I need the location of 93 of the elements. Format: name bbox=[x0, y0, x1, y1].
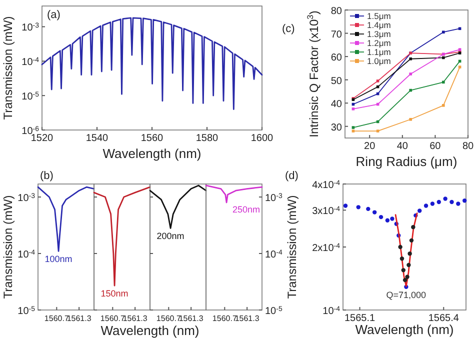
point bbox=[409, 118, 412, 121]
x-tick-label: 40 bbox=[396, 141, 408, 152]
annotation: 150nm bbox=[100, 288, 128, 299]
point bbox=[376, 80, 380, 82]
point bbox=[366, 206, 370, 212]
point bbox=[458, 27, 462, 30]
legend-label: 1.0μm bbox=[367, 56, 391, 66]
y2-tick-label: 10$^{-4}$ bbox=[265, 249, 282, 261]
point bbox=[450, 200, 454, 204]
legend-label: 1.2μm bbox=[367, 38, 391, 48]
annotation: 250nm bbox=[232, 204, 260, 214]
y-tick-label: 60 bbox=[330, 52, 342, 64]
x-tick-label: 1565.4 bbox=[428, 313, 460, 324]
y-tick-label: 10$^{-3}$ bbox=[18, 192, 36, 204]
point bbox=[442, 104, 445, 107]
y-tick-label: 10$^{-4}$ bbox=[22, 56, 40, 68]
point bbox=[409, 88, 412, 92]
legend-label: 1.3μm bbox=[367, 29, 391, 39]
y-tick-label: 40 bbox=[330, 99, 342, 110]
point bbox=[400, 256, 404, 261]
point bbox=[458, 66, 462, 68]
x-tick-label: 1580 bbox=[196, 133, 219, 144]
annotation: Q=71,000 bbox=[386, 290, 426, 300]
x-tick-label: 20 bbox=[364, 141, 376, 152]
annotation: 100nm bbox=[44, 254, 72, 264]
x-axis-title: Wavelength (nm) bbox=[355, 322, 454, 337]
chart-title: (a) bbox=[47, 9, 60, 21]
y-axis-title: Transmission (mW) bbox=[1, 195, 15, 299]
point bbox=[385, 218, 390, 222]
point bbox=[352, 108, 355, 110]
y-tick-label: 3x10$^{-4}$ bbox=[312, 206, 340, 218]
x-tick-label: 80 bbox=[462, 141, 474, 152]
y-axis-title: Transmission (mW) bbox=[285, 195, 299, 299]
point bbox=[378, 214, 384, 220]
line-series bbox=[37, 186, 95, 252]
x-tick-label: 1560 bbox=[140, 133, 164, 144]
point bbox=[411, 224, 416, 230]
point bbox=[343, 204, 348, 208]
x-tick-label: 1600 bbox=[250, 133, 274, 144]
point bbox=[443, 196, 448, 201]
chart-title: (d) bbox=[285, 170, 298, 182]
y-axis-title: Transmission (mW) bbox=[1, 16, 15, 120]
y-tick-label: 70 bbox=[330, 29, 342, 40]
point bbox=[462, 198, 467, 203]
point bbox=[398, 244, 402, 250]
x-tick-label: 1565.1 bbox=[344, 313, 376, 324]
y-tick-label: 10$^{-5}$ bbox=[18, 306, 36, 317]
x-axis-title: Wavelength (nm) bbox=[102, 146, 202, 161]
y-tick-label: 10$^{-3}$ bbox=[22, 22, 40, 34]
legend-label: 1.4μm bbox=[367, 20, 391, 30]
point bbox=[352, 126, 355, 129]
point bbox=[436, 200, 441, 204]
legend-label: 1.1μm bbox=[367, 47, 391, 57]
point bbox=[417, 208, 422, 213]
line-series bbox=[352, 48, 462, 110]
y-tick-label: 30 bbox=[330, 122, 342, 134]
point bbox=[424, 204, 428, 208]
point bbox=[442, 56, 445, 60]
y-tick-label: 4x10$^{-4}$ bbox=[312, 180, 340, 191]
y2-tick-label: 10$^{-5}$ bbox=[265, 306, 282, 317]
point bbox=[406, 262, 411, 268]
point bbox=[458, 48, 462, 51]
y-tick-label: 10$^{-4}$ bbox=[18, 249, 36, 261]
point bbox=[456, 202, 460, 206]
x-axis-title: Ring Radius (μm) bbox=[356, 154, 458, 169]
point bbox=[402, 278, 408, 282]
point bbox=[405, 274, 410, 279]
y-tick-label: 80 bbox=[330, 6, 342, 17]
x-tick-label: 1540 bbox=[86, 133, 109, 144]
point bbox=[430, 202, 435, 206]
point bbox=[372, 210, 377, 214]
point bbox=[442, 30, 445, 34]
y-tick-label: 10$^{-5}$ bbox=[22, 91, 40, 103]
chart-title: (b) bbox=[40, 170, 54, 182]
point bbox=[408, 251, 412, 256]
point bbox=[442, 80, 445, 84]
point bbox=[356, 205, 360, 210]
x-tick-label: 60 bbox=[430, 141, 442, 152]
y-tick-label: 2x10$^{-4}$ bbox=[312, 242, 340, 254]
point bbox=[390, 216, 394, 221]
x-axis-title: Wavelength (nm) bbox=[100, 323, 200, 338]
y-tick-label: 50 bbox=[330, 76, 342, 87]
text: (c) bbox=[282, 23, 295, 35]
line-series bbox=[205, 184, 263, 204]
point bbox=[409, 238, 414, 243]
point bbox=[409, 57, 412, 60]
annotation: 200nm bbox=[156, 231, 184, 242]
point bbox=[352, 130, 355, 132]
point bbox=[401, 268, 406, 272]
y-tick-label: 10$^{-4}$ bbox=[322, 306, 340, 317]
legend-label: 1.5μm bbox=[367, 11, 391, 21]
y2-tick-label: 10$^{-3}$ bbox=[265, 192, 282, 204]
point bbox=[376, 130, 380, 132]
